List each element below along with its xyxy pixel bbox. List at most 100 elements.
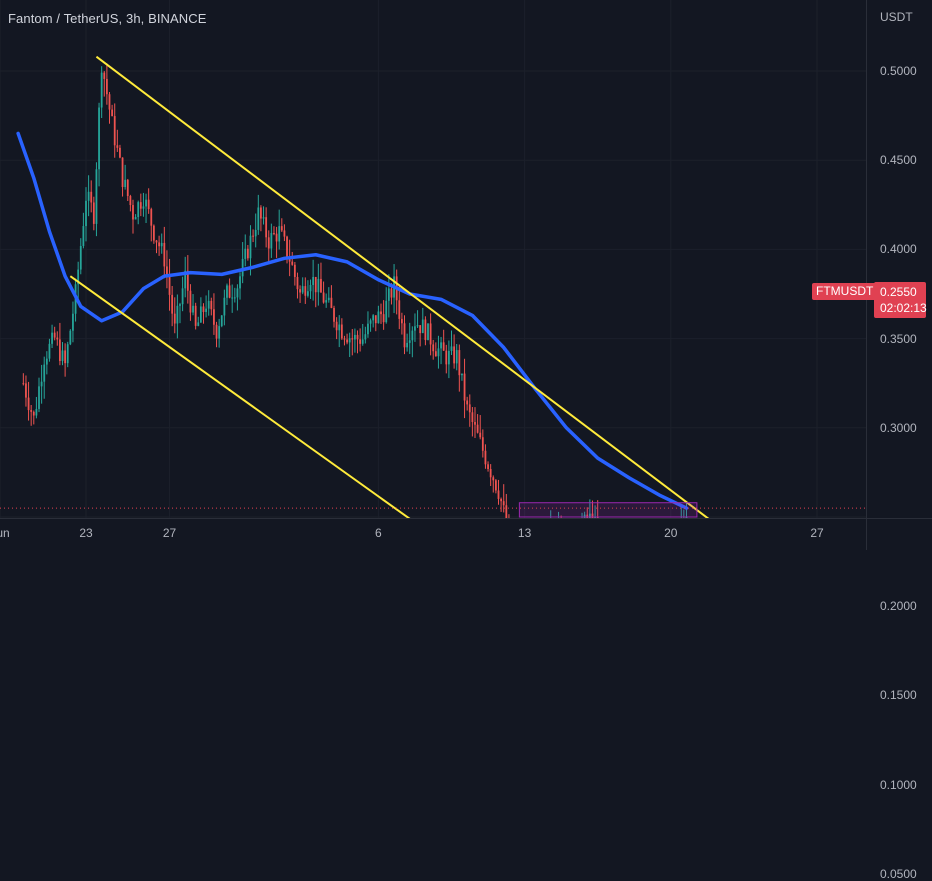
candle-body <box>372 315 375 321</box>
last-price-badge: 0.2550 02:02:13 <box>874 282 927 318</box>
candle-body <box>411 330 414 341</box>
candle-body <box>387 288 390 301</box>
candle-body <box>213 309 215 325</box>
candle-body <box>58 339 61 361</box>
x-tick-label: 27 <box>162 526 177 540</box>
candle-body <box>35 408 38 416</box>
candle-body <box>348 338 351 343</box>
candle-body <box>416 325 419 327</box>
candle-body <box>56 337 59 340</box>
candle-body <box>445 350 448 365</box>
candle-body <box>461 373 463 376</box>
candle-body <box>72 313 74 331</box>
candle-body <box>369 320 372 324</box>
candle-body <box>32 411 35 416</box>
candle-body <box>223 297 226 316</box>
y-tick-label: 0.3500 <box>880 331 917 346</box>
chart-pane[interactable]: Fantom / TetherUS, 3h, BINANCE <box>0 0 866 518</box>
candle-body <box>92 202 95 224</box>
candle-body <box>158 242 160 247</box>
candle-body <box>466 400 469 405</box>
candle-body <box>327 297 330 301</box>
candle-body <box>380 311 382 315</box>
candle-body <box>121 157 124 187</box>
candle-body <box>291 261 294 265</box>
candle-body <box>354 334 356 340</box>
x-tick-label: 27 <box>810 526 824 540</box>
candle-body <box>338 324 341 331</box>
candle-body <box>236 288 239 298</box>
candle-body <box>322 292 325 303</box>
candle-body <box>377 311 380 324</box>
candle-body <box>137 202 140 218</box>
candle-body <box>241 258 244 277</box>
candle-body <box>98 107 100 170</box>
candle-body <box>252 235 254 237</box>
candle-body <box>142 206 145 209</box>
candle-body <box>244 248 247 259</box>
y-tick-label: 0.1500 <box>880 688 917 703</box>
candle-body <box>283 230 286 237</box>
candle-body <box>317 278 320 293</box>
candle-body <box>296 276 299 290</box>
candle-body <box>270 233 273 249</box>
chart-canvas[interactable] <box>0 0 866 518</box>
candle-body <box>126 179 129 197</box>
candle-body <box>129 196 132 206</box>
candle-body <box>455 350 458 364</box>
y-tick-label: 0.2000 <box>880 599 917 614</box>
y-tick-label: 0.1000 <box>880 777 917 792</box>
last-price-value: 0.2550 <box>880 285 917 299</box>
candle-body <box>90 191 93 203</box>
candle-body <box>186 270 189 291</box>
candle-body <box>468 404 471 413</box>
candle-body <box>440 342 442 349</box>
candle-body <box>330 297 333 308</box>
candle-body <box>82 226 85 246</box>
candle-body <box>181 288 184 305</box>
x-tick-label: 13 <box>517 526 532 540</box>
candle-body <box>25 383 27 398</box>
candle-body <box>254 229 257 237</box>
candle-body <box>429 323 432 345</box>
price-scale[interactable] <box>866 0 932 518</box>
candle-body <box>205 308 207 312</box>
candle-body <box>583 514 586 518</box>
candle-body <box>226 285 228 298</box>
candle-body <box>479 432 482 438</box>
candle-body <box>335 321 338 331</box>
x-tick-label: 20 <box>664 526 678 540</box>
candle-body <box>502 501 505 506</box>
candle-body <box>398 300 401 319</box>
candle-body <box>100 72 103 108</box>
candle-body <box>359 339 362 344</box>
candle-body <box>427 323 429 340</box>
candle-body <box>95 169 98 224</box>
candle-body <box>474 422 476 425</box>
candle-body <box>30 410 33 412</box>
candle-body <box>280 226 283 231</box>
candle-body <box>591 513 594 518</box>
candle-body <box>400 318 403 324</box>
candle-body <box>463 373 466 401</box>
candle-body <box>432 344 435 352</box>
candle-body <box>356 334 359 340</box>
candle-body <box>489 468 492 478</box>
candle-body <box>215 324 218 339</box>
candle-body <box>113 116 116 146</box>
candle-body <box>450 346 453 351</box>
candle-body <box>197 322 200 326</box>
candle-body <box>265 217 268 238</box>
candle-body <box>304 286 307 296</box>
time-scale[interactable] <box>0 518 866 550</box>
candle-body <box>293 264 296 277</box>
candle-body <box>179 304 181 306</box>
candle-body <box>145 199 147 207</box>
candle-body <box>325 300 328 303</box>
candle-body <box>184 270 187 289</box>
candle-body <box>586 514 589 518</box>
candle-body <box>505 505 508 518</box>
candle-body <box>79 245 82 270</box>
price-unit-label: USDT <box>880 10 913 24</box>
candle-body <box>494 480 497 491</box>
